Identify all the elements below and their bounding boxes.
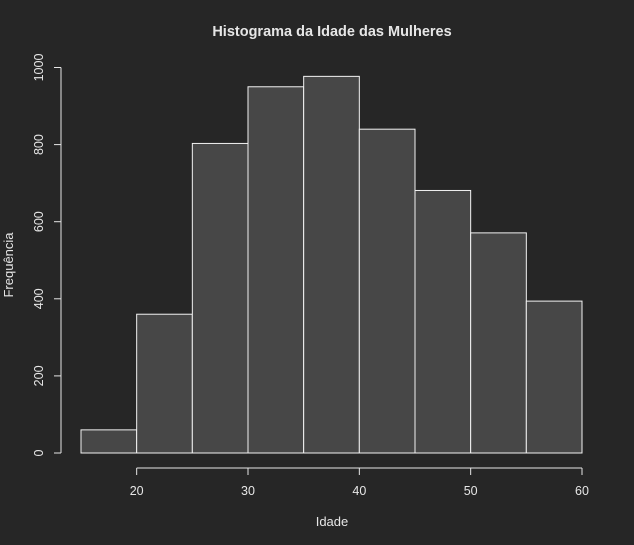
histogram-bar-20-25 bbox=[136, 313, 193, 454]
histogram-bar-25-30 bbox=[191, 142, 249, 454]
histogram-bar-15-20 bbox=[80, 429, 138, 454]
y-tick-label: 1000 bbox=[32, 54, 46, 82]
x-tick-label: 20 bbox=[130, 484, 144, 498]
histogram-bar-55-60 bbox=[525, 300, 583, 454]
histogram-bar-45-50 bbox=[414, 189, 472, 454]
chart-title: Histograma da Idade das Mulheres bbox=[212, 24, 451, 40]
y-tick-label: 400 bbox=[32, 288, 46, 309]
x-tick-label: 40 bbox=[352, 484, 366, 498]
y-tick-label: 600 bbox=[32, 211, 46, 232]
x-axis: 20 30 40 50 60 bbox=[130, 467, 589, 498]
x-tick-label: 60 bbox=[575, 484, 589, 498]
histogram-bar-50-55 bbox=[470, 232, 527, 454]
bars-group bbox=[80, 75, 583, 454]
y-tick-label: 0 bbox=[32, 449, 46, 456]
x-tick-label: 50 bbox=[464, 484, 478, 498]
x-tick-label: 30 bbox=[241, 484, 255, 498]
y-tick-label: 800 bbox=[32, 134, 46, 155]
histogram-bar-30-35 bbox=[247, 86, 305, 454]
y-axis-label: Frequência bbox=[1, 232, 16, 298]
histogram-bar-40-45 bbox=[358, 128, 416, 454]
x-axis-label: Idade bbox=[316, 514, 349, 529]
histogram-bar-35-40 bbox=[303, 75, 360, 454]
y-tick-label: 200 bbox=[32, 365, 46, 386]
y-axis: 0 200 400 600 800 1000 bbox=[32, 54, 62, 456]
